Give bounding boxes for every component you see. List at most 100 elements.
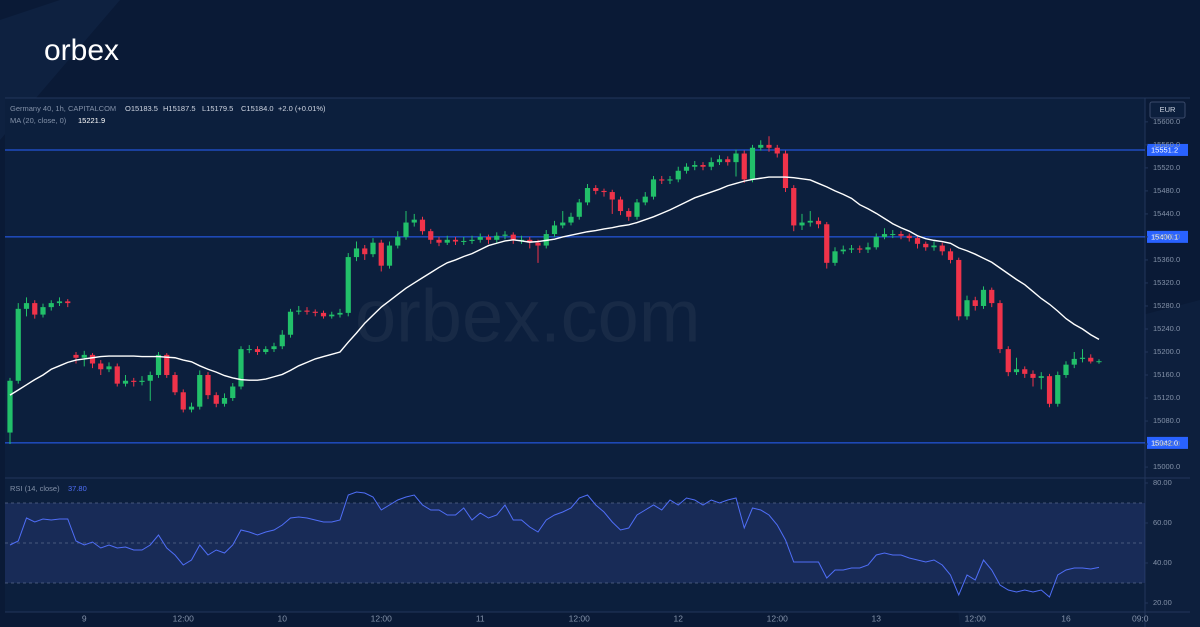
candle-body xyxy=(659,179,665,181)
candle-body xyxy=(1022,369,1028,374)
candle-body xyxy=(741,153,747,180)
currency[interactable]: EUR xyxy=(1160,105,1176,114)
candle-body xyxy=(48,303,54,308)
candle-body xyxy=(131,380,137,382)
level-label: 15551.2 xyxy=(1151,145,1178,154)
candle-body xyxy=(576,202,582,217)
candle-body xyxy=(279,334,285,347)
candle-body xyxy=(782,153,789,189)
candle-body xyxy=(213,395,219,404)
y-tick-label: 15480.0 xyxy=(1153,186,1180,195)
candle-body xyxy=(716,159,723,163)
candle-body xyxy=(700,165,706,167)
ma-value: 15221.9 xyxy=(78,116,105,125)
candle-body xyxy=(114,366,120,384)
y-tick-label: 15080.0 xyxy=(1153,416,1180,425)
candle-body xyxy=(205,375,211,396)
level-label-box xyxy=(1147,230,1188,243)
candle-body xyxy=(997,303,1003,350)
candle-body xyxy=(370,242,376,255)
candle-body xyxy=(807,220,813,223)
candle-body xyxy=(106,366,112,370)
candle-body xyxy=(725,159,731,163)
candle-body xyxy=(411,219,417,223)
candle-body xyxy=(881,234,888,237)
candle-body xyxy=(749,147,756,180)
candle-body xyxy=(238,349,244,387)
candle-body xyxy=(98,363,104,370)
candle-body xyxy=(469,239,475,241)
y-tick-label: 15560.0 xyxy=(1153,140,1180,149)
candle-body xyxy=(312,311,318,313)
candle-body xyxy=(461,240,467,242)
candle-body xyxy=(436,239,442,243)
quote-open: O15183.5 xyxy=(125,104,158,113)
plot-layer xyxy=(5,136,1145,598)
candle-body xyxy=(593,188,599,191)
candle-body xyxy=(1088,357,1094,362)
candle-body xyxy=(172,375,178,393)
y-tick-label: 15240.0 xyxy=(1153,324,1180,333)
candle-body xyxy=(939,245,945,252)
candle-body xyxy=(634,202,640,217)
candle-body xyxy=(502,234,508,236)
candle-body xyxy=(56,301,63,304)
quote-low: L15179.5 xyxy=(202,104,233,113)
candle-body xyxy=(791,188,797,226)
y-tick-label: 40.00 xyxy=(1153,558,1172,567)
candle-body xyxy=(609,192,615,200)
candle-body xyxy=(1055,375,1061,404)
x-tick-label: 16 xyxy=(1061,613,1071,623)
y-tick-label: 15160.0 xyxy=(1153,370,1180,379)
candle-body xyxy=(1030,373,1036,378)
y-tick-label: 15120.0 xyxy=(1153,393,1180,402)
candle-body xyxy=(832,251,838,263)
x-tick-label: 12:00 xyxy=(767,613,789,623)
candle-body xyxy=(683,166,690,171)
candle-body xyxy=(560,222,566,226)
candle-body xyxy=(758,144,764,148)
candle-body xyxy=(1005,349,1011,373)
candle-body xyxy=(230,386,236,399)
candle-body xyxy=(494,235,500,240)
candle-body xyxy=(947,251,954,260)
candle-body xyxy=(848,248,855,250)
candle-body xyxy=(923,243,929,248)
candle-body xyxy=(815,220,822,225)
moving-average-line xyxy=(9,176,1100,396)
instrument-title: Germany 40, 1h, CAPITALCOM xyxy=(10,104,116,113)
x-tick-label: 12:00 xyxy=(965,613,987,623)
y-tick-label: 15360.0 xyxy=(1153,255,1180,264)
candle-body xyxy=(1038,376,1044,378)
plot-area xyxy=(5,98,1145,612)
candle-body xyxy=(568,216,574,223)
candle-body xyxy=(485,236,492,240)
candle-body xyxy=(584,188,591,203)
candle-body xyxy=(956,259,962,317)
candle-body xyxy=(81,354,87,358)
candle-body xyxy=(1013,369,1020,373)
candle-body xyxy=(254,349,261,352)
candle-body xyxy=(122,380,129,384)
candle-body xyxy=(329,314,335,317)
candle-body xyxy=(32,303,38,315)
x-tick-label: 12 xyxy=(674,613,684,623)
candle-body xyxy=(180,392,186,410)
x-tick-label: 10 xyxy=(278,613,288,623)
candle-body xyxy=(840,249,846,252)
candle-body xyxy=(1096,361,1102,363)
x-tick-label: 12:00 xyxy=(173,613,195,623)
candle-body xyxy=(23,303,30,309)
candle-body xyxy=(40,307,46,315)
candle-body xyxy=(197,375,203,407)
currency-box[interactable] xyxy=(1149,101,1186,119)
candle-body xyxy=(428,231,434,240)
y-tick-label: 15520.0 xyxy=(1153,163,1180,172)
candle-body xyxy=(914,238,921,244)
candle-body xyxy=(535,242,541,246)
y-tick-label: 15000.0 xyxy=(1153,462,1180,471)
candle-body xyxy=(403,222,409,237)
candle-body xyxy=(353,248,360,258)
